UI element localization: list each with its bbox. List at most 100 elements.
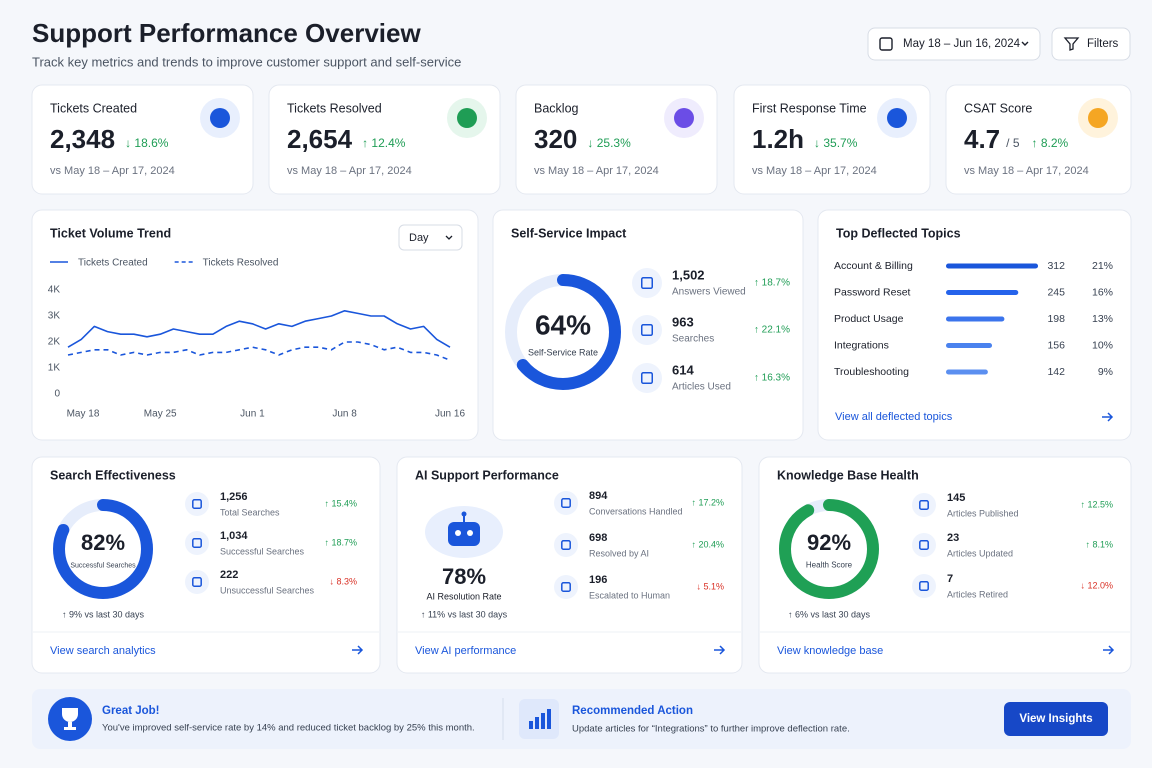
chevron [1021, 41, 1029, 46]
topic-bar [946, 369, 988, 375]
y-tick-label: 2K [48, 337, 61, 348]
action-icon [535, 717, 539, 729]
topic-bar [946, 263, 1039, 269]
link-arrow [352, 645, 364, 655]
topic-share: 13% [1092, 313, 1113, 325]
banner [32, 689, 1131, 749]
kpi-value: 1.2h [752, 124, 804, 154]
robot-antenna-tip [461, 511, 467, 517]
banner-text: Update articles for “Integrations” to fu… [572, 724, 850, 735]
trend-text: ↑ 11% vs last 30 days [421, 609, 508, 619]
x-tick-label: Jun 1 [240, 409, 265, 420]
item-label: Articles Retired [947, 589, 1008, 599]
kpi-delta: ↓ 18.6% [125, 136, 169, 150]
ring-value: 92% [807, 530, 851, 555]
card-title: Self-Service Impact [511, 226, 627, 240]
topic-share: 9% [1098, 366, 1113, 378]
trend-text: ↑ 9% vs last 30 days [62, 609, 145, 619]
topic-count: 312 [1047, 260, 1065, 272]
banner-title: Great Job! [102, 705, 160, 717]
item-icon [919, 540, 929, 550]
card-link[interactable]: View search analytics [50, 645, 156, 657]
action-icon [541, 713, 545, 729]
item-value: 1,502 [672, 267, 705, 282]
item-icon-bg [912, 574, 936, 598]
action-icon [547, 709, 551, 729]
topic-share: 16% [1092, 286, 1113, 298]
card-title: Search Effectiveness [50, 468, 176, 482]
item-delta: ↑ 18.7% [754, 278, 790, 289]
kpi-delta: ↑ 8.2% [1032, 136, 1069, 150]
card-title: Knowledge Base Health [777, 468, 919, 482]
topic-name: Integrations [834, 339, 889, 351]
card [817, 209, 1132, 441]
kpi-comparison: vs May 18 – Apr 17, 2024 [50, 165, 175, 177]
chevron [445, 235, 453, 240]
card-link[interactable]: View AI performance [415, 645, 516, 657]
topic-count: 245 [1047, 286, 1065, 298]
filters-button[interactable] [1051, 27, 1131, 61]
item-delta: ↑ 15.4% [324, 498, 357, 508]
item-value: 7 [947, 573, 953, 585]
chart-title: Ticket Volume Trend [50, 226, 171, 240]
kpi-value: 2,654 [287, 124, 353, 154]
item-value: 196 [589, 574, 607, 586]
series-line [67, 310, 451, 348]
insights-button[interactable] [1004, 702, 1108, 736]
kpi-label: Tickets Resolved [287, 101, 382, 115]
item-label: Articles Used [672, 382, 731, 393]
item-delta: ↑ 8.1% [1085, 539, 1113, 549]
legend-label: Tickets Resolved [203, 258, 279, 269]
kpi-label: CSAT Score [964, 101, 1032, 115]
banner-text: You've improved self-service rate by 14%… [102, 723, 475, 734]
kpi-delta: ↑ 12.4% [362, 136, 406, 150]
link-arrow [1102, 412, 1114, 422]
item-value: 23 [947, 532, 959, 544]
item-icon [919, 500, 929, 510]
filters-label[interactable]: Filters [1087, 38, 1119, 50]
link-arrow [714, 645, 726, 655]
ai-rate-label: AI Resolution Rate [426, 591, 501, 601]
kpi-icon [210, 108, 230, 128]
item-label: Answers Viewed [672, 287, 746, 298]
item-icon [561, 540, 571, 550]
legend-label: Tickets Created [78, 258, 148, 269]
calendar-icon [879, 37, 893, 51]
ring-arc [505, 274, 621, 390]
item-icon-bg [632, 268, 662, 298]
y-tick-label: 0 [54, 389, 60, 400]
item-icon-bg [185, 492, 209, 516]
item-icon [192, 538, 202, 548]
date-button[interactable] [867, 27, 1041, 61]
kpi-delta: ↓ 35.7% [814, 136, 858, 150]
item-value: 145 [947, 492, 965, 504]
item-icon [641, 277, 653, 289]
date-range[interactable]: May 18 – Jun 16, 2024 [903, 38, 1021, 50]
ring-value: 64% [535, 309, 591, 340]
kpi-value: 4.7 [964, 124, 1000, 154]
item-icon-bg [912, 533, 936, 557]
item-icon-bg [912, 493, 936, 517]
card-link[interactable]: View all deflected topics [835, 411, 953, 423]
ring-caption: Health Score [806, 561, 853, 570]
x-tick-label: Jun 16 [435, 409, 465, 420]
kpi-value: 320 [534, 124, 577, 154]
kpi-comparison: vs May 18 – Apr 17, 2024 [287, 165, 412, 177]
item-delta: ↓ 5.1% [696, 581, 724, 591]
item-value: 894 [589, 490, 608, 502]
x-tick-label: May 18 [67, 409, 100, 420]
item-delta: ↑ 18.7% [324, 537, 357, 547]
card-link[interactable]: View knowledge base [777, 645, 883, 657]
ring-arc [53, 499, 153, 599]
item-icon [561, 498, 571, 508]
item-value: 698 [589, 532, 607, 544]
range-select[interactable] [398, 224, 463, 251]
range-select-label[interactable]: Day [409, 232, 429, 244]
item-icon-bg [632, 315, 662, 345]
kpi-icon [457, 108, 477, 128]
item-label: Resolved by AI [589, 548, 649, 558]
kpi-value: 2,348 [50, 124, 115, 154]
insights-button-label[interactable]: View Insights [1019, 713, 1092, 725]
x-tick-label: May 25 [144, 409, 177, 420]
